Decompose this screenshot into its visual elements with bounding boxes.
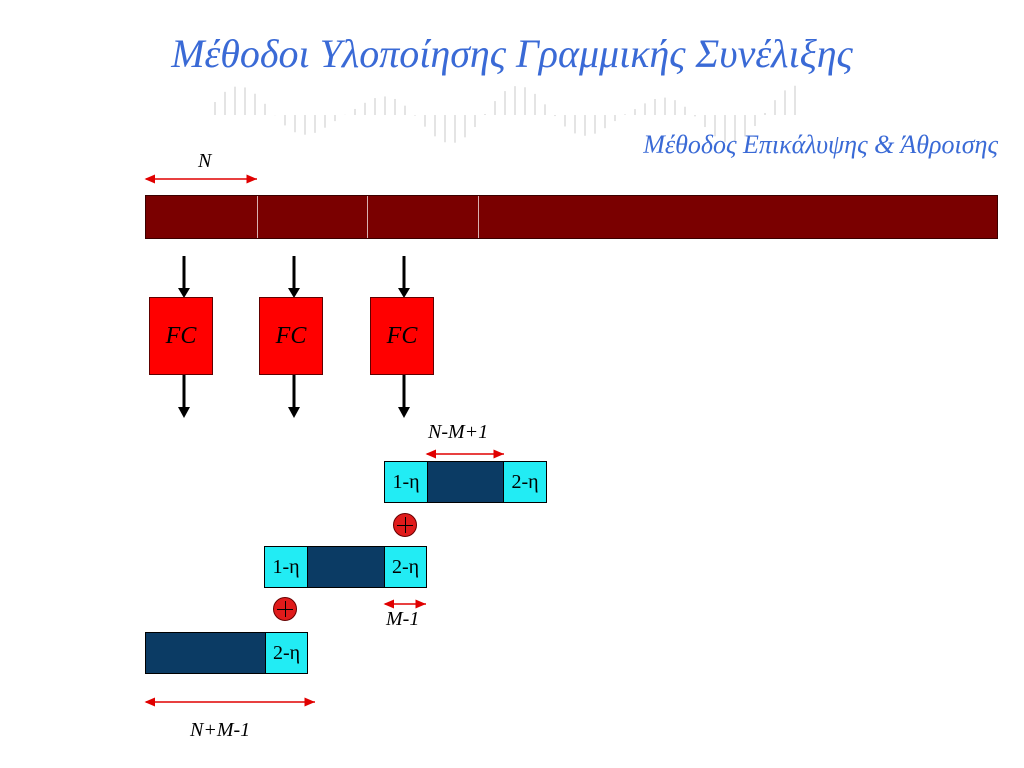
label-n: N: [198, 150, 212, 172]
page-title: Μέθοδοι Υλοποίησης Γραμμικής Συνέλιξης: [171, 31, 853, 76]
page-subtitle: Μέθοδος Επικάλυψης & Άθροισης: [643, 130, 998, 159]
label-m-minus-1: M-1: [386, 608, 420, 630]
overlap-segment-right: 2-η: [384, 546, 427, 588]
label-n-plus-m-minus-1: N+M-1: [190, 719, 251, 741]
label-n-minus-m-plus-1: N-M+1: [428, 421, 489, 443]
overlap-segment-left: 1-η: [264, 546, 308, 588]
overlap-segment-left: 1-η: [384, 461, 428, 503]
input-signal-strip: [145, 195, 998, 239]
fc-block: FC: [259, 297, 323, 375]
output-segment: [427, 461, 504, 503]
segment-divider: [367, 196, 368, 238]
fc-block: FC: [149, 297, 213, 375]
segment-divider: [478, 196, 479, 238]
overlap-segment-right: 2-η: [265, 632, 308, 674]
adder-icon: [393, 513, 417, 537]
adder-icon: [273, 597, 297, 621]
overlap-segment-right: 2-η: [503, 461, 547, 503]
segment-divider: [257, 196, 258, 238]
output-segment: [307, 546, 385, 588]
output-segment: [145, 632, 266, 674]
fc-block: FC: [370, 297, 434, 375]
